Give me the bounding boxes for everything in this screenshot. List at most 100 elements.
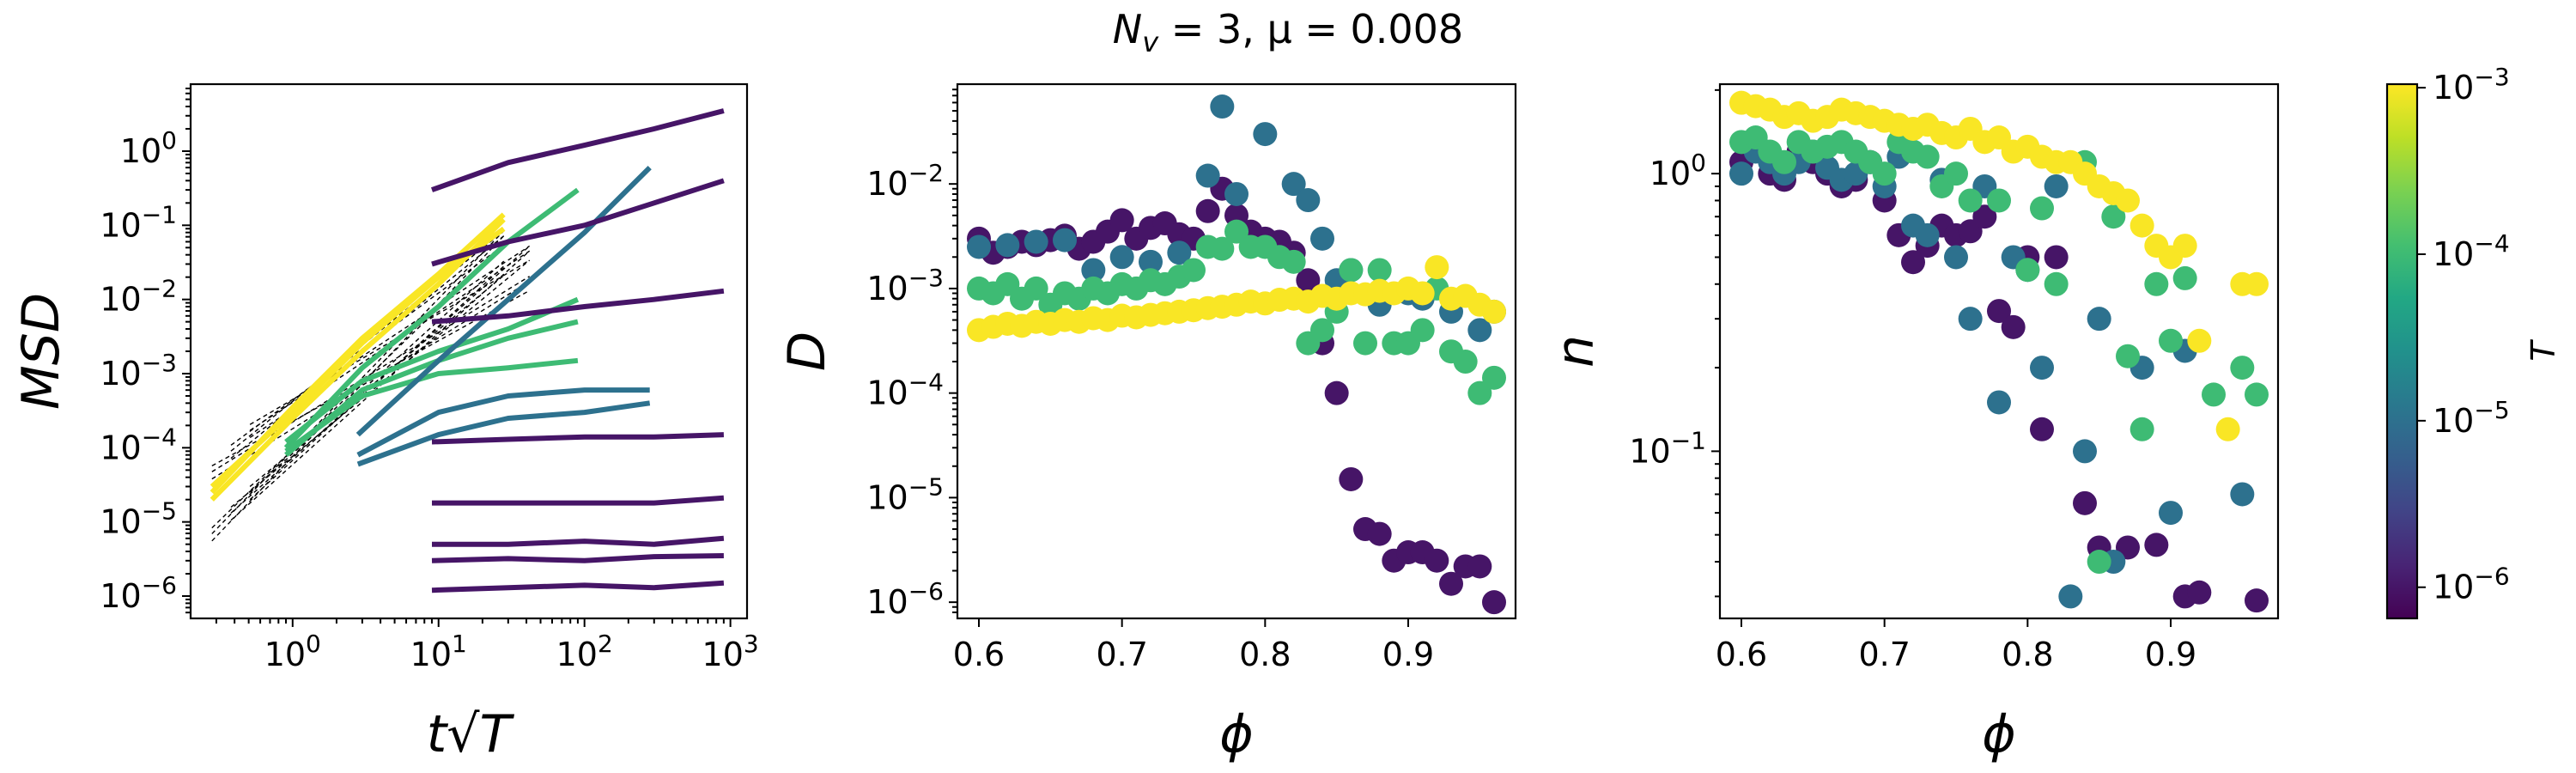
data-point: [2187, 580, 2212, 605]
x-tick-label: 0.9: [2145, 636, 2196, 673]
data-point: [1482, 590, 1506, 615]
y-tick-label: 10−2: [866, 159, 944, 203]
plot-area: [1729, 90, 2269, 613]
data-point: [1410, 318, 1435, 343]
x-tick-label: 0.6: [1716, 636, 1767, 673]
data-point: [1729, 161, 1753, 186]
y-tick-label: 10−4: [100, 423, 177, 466]
y-tick-label: 10−3: [866, 264, 944, 307]
data-point: [995, 233, 1020, 258]
data-point: [1210, 94, 1235, 119]
data-point: [2015, 258, 2040, 283]
data-point: [1195, 163, 1220, 188]
msd-series-line: [431, 553, 724, 563]
data-point: [2101, 204, 2126, 229]
data-point: [1024, 276, 1048, 301]
data-point: [2030, 356, 2054, 380]
x-tick-label: 0.8: [2002, 636, 2053, 673]
data-point: [2187, 328, 2212, 353]
data-point: [1310, 226, 1334, 251]
y-axis-label: n: [1546, 335, 1606, 368]
msd-series-line: [355, 165, 652, 437]
msd-series-line: [431, 432, 724, 445]
data-point: [1109, 208, 1134, 233]
data-point: [1224, 219, 1249, 244]
n-panel: 0.6 0.7 0.8 0.9 10−1 100 ϕ n: [1546, 82, 2280, 764]
data-point: [1339, 258, 1364, 283]
data-point: [2044, 173, 2069, 198]
data-point: [1109, 245, 1134, 270]
data-point: [1195, 198, 1220, 223]
msd-series-line: [356, 400, 651, 467]
x-axis-label: t√T: [427, 704, 515, 764]
colorbar-tick-label: 10−3: [2433, 63, 2510, 107]
msd-series-line: [283, 187, 580, 450]
data-point: [2087, 550, 2111, 575]
data-point: [2230, 356, 2255, 380]
data-point: [1482, 299, 1506, 324]
msd-series-line: [284, 357, 579, 453]
colorbar-gradient: [2387, 84, 2417, 618]
y-tick-label: 10−1: [1629, 426, 1706, 470]
data-point: [967, 234, 991, 259]
data-point: [1944, 161, 1968, 186]
data-point: [2030, 417, 2054, 441]
data-point: [1482, 365, 1506, 390]
msd-series-line: [430, 108, 725, 192]
data-point: [2129, 417, 2154, 441]
y-axis-label: MSD: [11, 293, 71, 410]
y-tick-label: 10−5: [100, 497, 177, 541]
data-point: [1296, 188, 1321, 213]
data-point: [2230, 482, 2255, 507]
y-tick-label: 10−6: [100, 571, 177, 615]
data-point: [1467, 380, 1492, 405]
colorbar-tick-label: 10−4: [2433, 229, 2510, 273]
data-point: [2116, 188, 2140, 213]
data-point: [2172, 234, 2197, 259]
data-point: [2159, 328, 2183, 353]
data-point: [2087, 307, 2111, 332]
y-tick-label: 10−2: [100, 275, 177, 319]
x-tick-label: 0.6: [953, 636, 1005, 673]
data-point: [1987, 188, 2011, 213]
msd-series-line: [432, 535, 725, 547]
data-point: [1872, 161, 1897, 186]
data-point: [2044, 245, 2069, 270]
guide-line: [249, 245, 531, 431]
data-point: [1915, 144, 1940, 169]
data-point: [1410, 281, 1435, 306]
data-point: [1453, 350, 1478, 374]
data-point: [1944, 245, 1968, 270]
data-point: [1339, 466, 1364, 491]
data-point: [1053, 228, 1077, 253]
x-tick-label: 103: [702, 630, 759, 673]
colorbar: 10−3 10−4 10−5 10−6 T: [2385, 63, 2562, 620]
data-point: [1425, 548, 1449, 573]
msd-panel: 100 101 102 103 10−6 10−5 10−4 10−3 10−2 10−1 100 t…: [11, 82, 759, 764]
colorbar-frame: [2385, 82, 2419, 620]
data-point: [2202, 382, 2226, 407]
data-point: [2129, 213, 2154, 238]
msd-series-line: [431, 288, 725, 325]
data-point: [2058, 584, 2083, 609]
y-tick-label: 100: [120, 126, 177, 170]
x-tick-label: 100: [264, 630, 321, 673]
data-point: [2001, 314, 2026, 339]
data-point: [2172, 265, 2197, 290]
data-point: [1167, 240, 1192, 265]
data-point: [1367, 521, 1392, 546]
data-point: [2159, 501, 2183, 526]
colorbar-label: T: [2524, 339, 2562, 362]
data-point: [2044, 271, 2069, 296]
data-point: [1901, 250, 1925, 275]
y-axis-label: D: [777, 332, 837, 371]
data-point: [1958, 188, 1983, 213]
data-point: [1224, 181, 1249, 206]
axes-frame: [956, 82, 1517, 620]
msd-series-line: [431, 580, 725, 593]
msd-series-line: [284, 296, 580, 444]
data-point: [1958, 307, 1983, 332]
data-point: [1772, 149, 1796, 174]
data-point: [1987, 390, 2011, 415]
msd-series-line: [431, 178, 725, 267]
